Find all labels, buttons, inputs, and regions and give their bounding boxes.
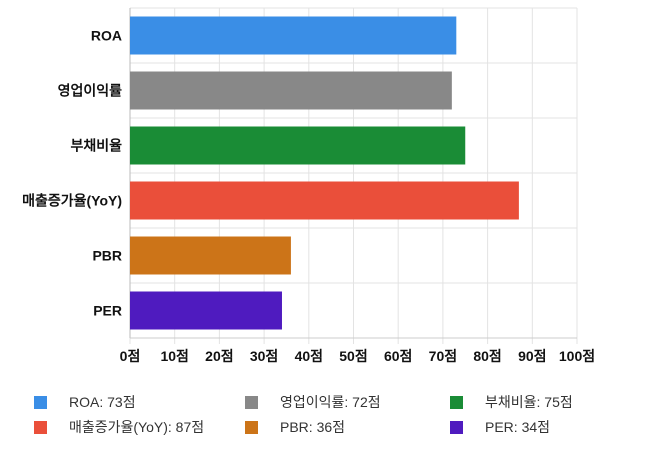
legend-item[interactable]: 부채비율: 75점 <box>450 392 573 412</box>
y-tick-label: 매출증가율(YoY) <box>22 193 122 209</box>
legend-label: PBR: 36점 <box>280 419 346 435</box>
legend-item[interactable]: PER: 34점 <box>450 417 550 437</box>
y-tick-label: 부채비율 <box>70 138 122 154</box>
legend-item[interactable]: 매출증가율(YoY): 87점 <box>34 417 204 437</box>
x-tick-label: 50점 <box>339 348 367 364</box>
bar <box>130 71 452 110</box>
legend-item[interactable]: 영업이익률: 72점 <box>245 392 381 412</box>
legend-swatch <box>245 420 258 434</box>
legend-item[interactable]: ROA: 73점 <box>34 392 136 412</box>
legend-swatch <box>34 420 47 434</box>
bar <box>130 181 519 220</box>
bar <box>130 126 466 165</box>
x-tick-label: 30점 <box>250 348 278 364</box>
legend-label: 영업이익률: 72점 <box>280 394 381 410</box>
legend-item[interactable]: PBR: 36점 <box>245 417 345 437</box>
bar <box>130 291 282 330</box>
x-tick-label: 0점 <box>120 348 141 364</box>
y-tick-label: PER <box>93 303 122 319</box>
x-tick-label: 40점 <box>295 348 323 364</box>
legend-swatch <box>245 395 258 409</box>
legend-label: 매출증가율(YoY): 87점 <box>69 419 205 435</box>
x-tick-label: 80점 <box>473 348 501 364</box>
legend-label: 부채비율: 75점 <box>485 394 573 410</box>
bar <box>130 16 457 55</box>
x-tick-label: 60점 <box>384 348 412 364</box>
x-tick-label: 20점 <box>205 348 233 364</box>
bar <box>130 236 291 275</box>
legend-swatch <box>34 395 47 409</box>
x-tick-label: 70점 <box>429 348 457 364</box>
legend-label: PER: 34점 <box>485 419 551 435</box>
x-tick-label: 10점 <box>160 348 188 364</box>
x-tick-label: 90점 <box>518 348 546 364</box>
y-tick-label: 영업이익률 <box>58 83 123 99</box>
legend-swatch <box>450 420 463 434</box>
y-tick-label: PBR <box>92 248 122 264</box>
legend-label: ROA: 73점 <box>69 394 136 410</box>
y-tick-label: ROA <box>91 28 122 44</box>
x-tick-label: 100점 <box>559 348 595 364</box>
legend-swatch <box>450 395 463 409</box>
